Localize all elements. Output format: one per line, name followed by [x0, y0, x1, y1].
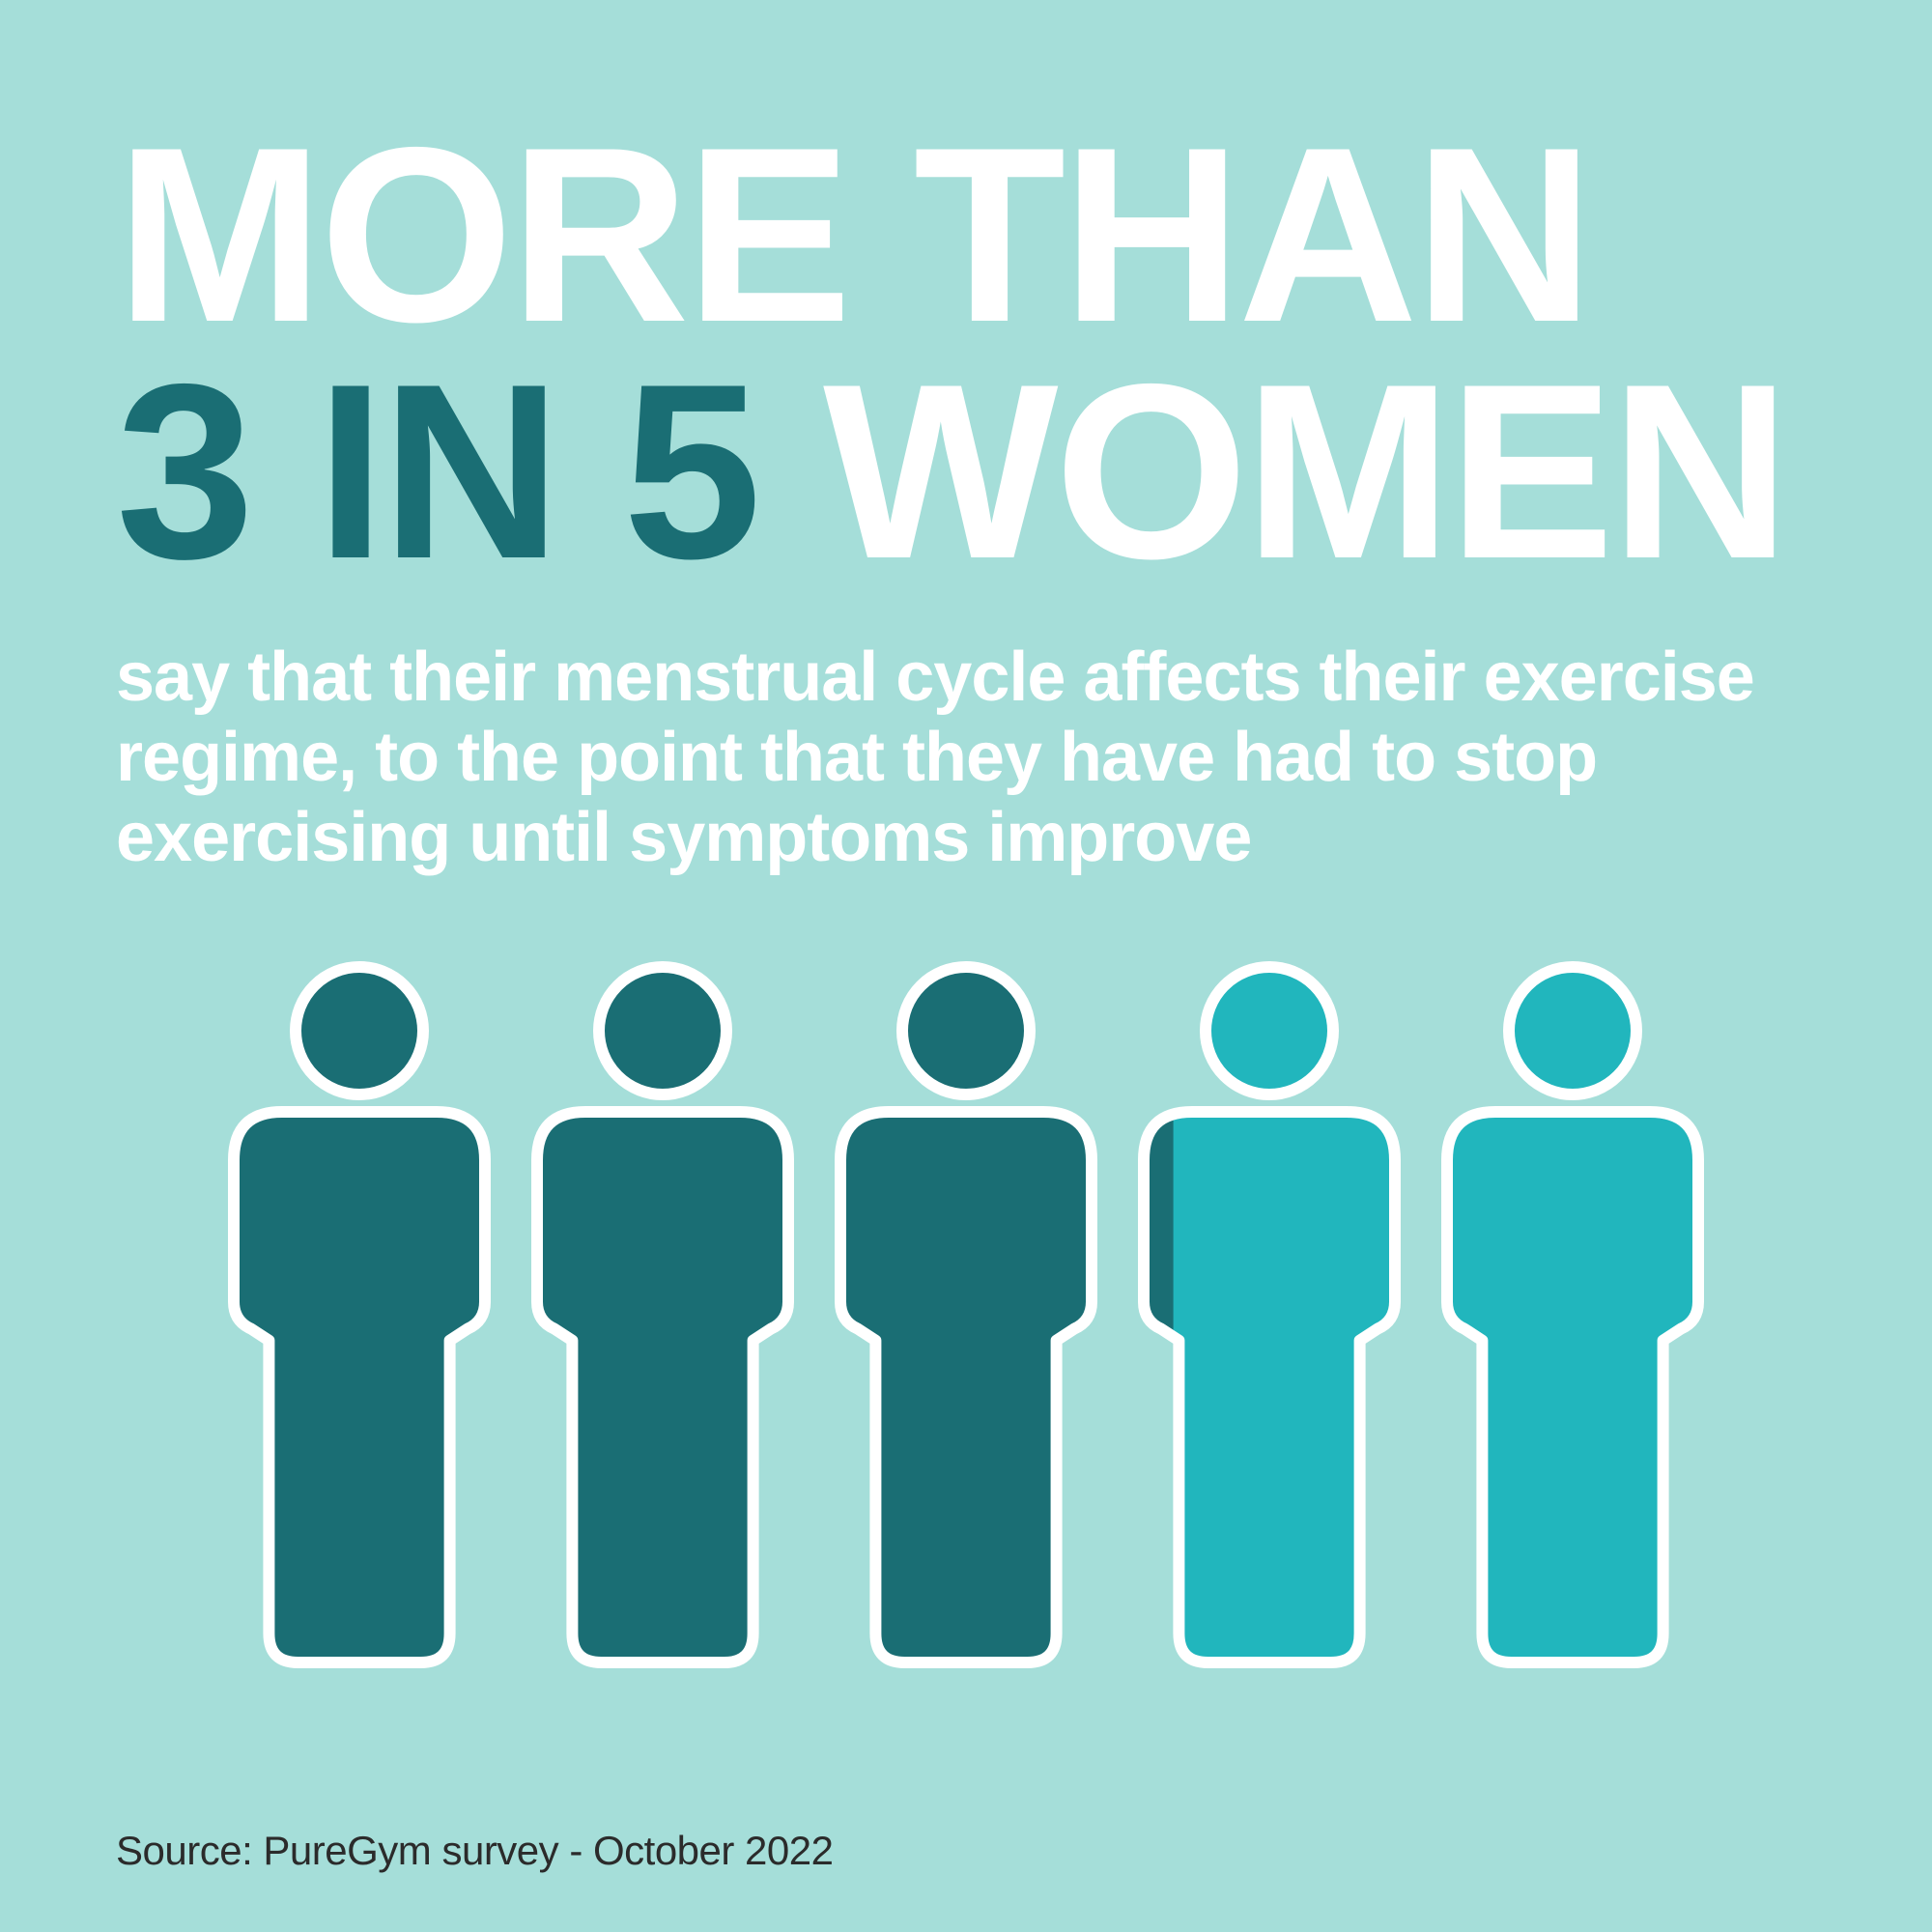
headline-accent: 3 IN 5	[116, 331, 757, 611]
person-icon	[222, 955, 497, 1674]
headline-line-1: MORE THAN	[116, 116, 1816, 353]
infographic-container: MORE THAN 3 IN 5 WOMEN say that their me…	[0, 0, 1932, 1932]
subtext: say that their menstrual cycle affects t…	[116, 638, 1816, 877]
person-icon	[1132, 955, 1406, 1674]
person-icon	[1435, 955, 1710, 1674]
headline-line-2: 3 IN 5 WOMEN	[116, 353, 1816, 589]
source-text: Source: PureGym survey - October 2022	[116, 1789, 1816, 1874]
person-icon	[829, 955, 1103, 1674]
figures-row	[116, 955, 1816, 1789]
headline: MORE THAN 3 IN 5 WOMEN	[116, 116, 1816, 589]
headline-rest: WOMEN	[757, 331, 1786, 611]
person-icon	[526, 955, 800, 1674]
